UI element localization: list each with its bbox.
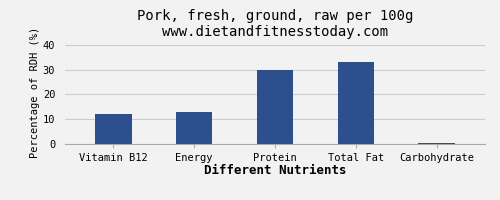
Title: Pork, fresh, ground, raw per 100g
www.dietandfitnesstoday.com: Pork, fresh, ground, raw per 100g www.di… [137, 9, 413, 39]
X-axis label: Different Nutrients: Different Nutrients [204, 164, 346, 177]
Bar [257, 70, 293, 144]
Bar [96, 114, 132, 144]
Y-axis label: Percentage of RDH (%): Percentage of RDH (%) [30, 26, 40, 158]
Bar [338, 62, 374, 144]
Bar [176, 112, 212, 144]
Bar [418, 143, 454, 144]
